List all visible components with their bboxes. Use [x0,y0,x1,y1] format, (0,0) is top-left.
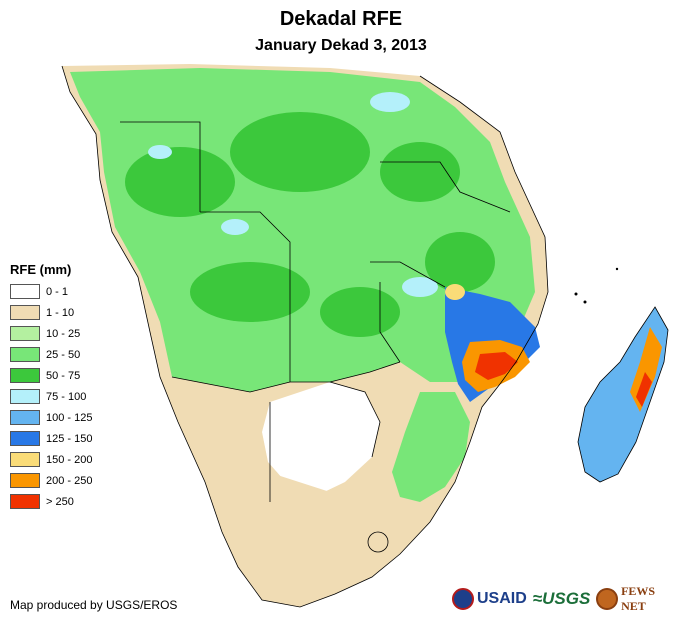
legend-label: 150 - 200 [46,453,93,466]
legend-item: > 250 [10,491,92,512]
legend-item: 75 - 100 [10,386,92,407]
legend-item: 125 - 150 [10,428,92,449]
legend-swatch [10,494,40,509]
usaid-logo: USAID [452,588,527,610]
map-subtitle: January Dekad 3, 2013 [255,37,427,54]
legend-item: 25 - 50 [10,344,92,365]
fews-wordmark: FEWS NET [621,584,656,613]
legend-label: 50 - 75 [46,369,81,382]
legend-label: 125 - 150 [46,432,93,445]
legend-title: RFE (mm) [10,262,72,277]
legend-label: 0 - 1 [46,285,69,298]
legend-swatch [10,305,40,320]
fews-seal-icon [596,588,619,610]
madagascar-east-rain [630,327,662,412]
madagascar [577,306,669,483]
legend-label: 10 - 25 [46,327,81,340]
legend-item: 0 - 1 [10,281,92,302]
madagascar-hotspot [636,372,652,407]
legend-label: 75 - 100 [46,390,87,403]
legend-swatch [10,368,40,383]
country-borders [61,65,549,608]
legend-swatch [10,389,40,404]
legend-label: > 250 [46,495,74,508]
legend-swatch [10,431,40,446]
logos: USAID ≈USGS FEWS NET [452,584,682,614]
usaid-seal-icon [452,588,474,610]
islands [574,267,619,304]
mozambique-peak [475,352,518,380]
legend-item: 10 - 25 [10,323,92,344]
map-title: Dekadal RFE [279,8,403,30]
very-heavy-rain-patches [148,92,438,297]
legend-item: 1 - 10 [10,302,92,323]
legend-swatch [10,284,40,299]
malawi-hotspot [445,284,465,300]
legend-item: 50 - 75 [10,365,92,386]
credit-text: Map produced by USGS/EROS [10,598,178,612]
legend-label: 1 - 10 [46,306,75,319]
southeast-green-zone [392,392,470,502]
legend-rows: 0 - 1 1 - 10 10 - 25 25 - 50 50 - 75 75 - 100… [10,281,92,512]
legend-swatch [10,410,40,425]
legend-swatch [10,473,40,488]
legend-item: 150 - 200 [10,449,92,470]
fews-logo: FEWS NET [596,584,682,614]
rainfall-map [61,64,669,608]
dry-zone [262,382,380,494]
legend-swatch [10,347,40,362]
usaid-wordmark: USAID [477,590,527,607]
legend-item: 200 - 250 [10,470,92,491]
legend-swatch [10,452,40,467]
legend-item: 100 - 125 [10,407,92,428]
legend: RFE (mm) 0 - 1 1 - 10 10 - 25 25 - 50 50 - 7… [10,262,92,512]
usgs-logo: ≈USGS [533,589,591,609]
usgs-wordmark: ≈USGS [532,589,591,608]
legend-swatch [10,326,40,341]
legend-label: 200 - 250 [46,474,93,487]
legend-label: 25 - 50 [46,348,81,361]
legend-label: 100 - 125 [46,411,93,424]
south-sand-zone [232,472,400,597]
